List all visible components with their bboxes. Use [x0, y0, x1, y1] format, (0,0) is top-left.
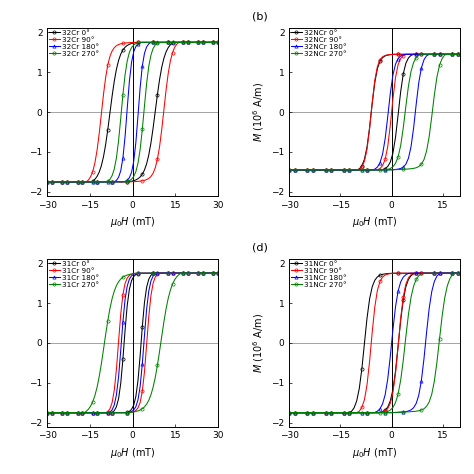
Legend: 31Cr 0°, 31Cr 90°, 31Cr 180°, 31Cr 270°: 31Cr 0°, 31Cr 90°, 31Cr 180°, 31Cr 270° [49, 261, 99, 288]
X-axis label: $\mu_0 H$ (mT): $\mu_0 H$ (mT) [110, 446, 155, 460]
Y-axis label: $M$ $(10^6$ A/m): $M$ $(10^6$ A/m) [251, 82, 266, 142]
Legend: 31NCr 0°, 31NCr 90°, 31NCr 180°, 31NCr 270°: 31NCr 0°, 31NCr 90°, 31NCr 180°, 31NCr 2… [291, 261, 346, 288]
Text: (b): (b) [252, 12, 268, 22]
Text: (d): (d) [252, 243, 268, 253]
Legend: 32Cr 0°, 32Cr 90°, 32Cr 180°, 32Cr 270°: 32Cr 0°, 32Cr 90°, 32Cr 180°, 32Cr 270° [49, 30, 99, 57]
X-axis label: $\mu_0 H$ (mT): $\mu_0 H$ (mT) [352, 446, 397, 460]
X-axis label: $\mu_0 H$ (mT): $\mu_0 H$ (mT) [110, 215, 155, 229]
Y-axis label: $M$ $(10^6$ A/m): $M$ $(10^6$ A/m) [251, 313, 266, 373]
X-axis label: $\mu_0 H$ (mT): $\mu_0 H$ (mT) [352, 215, 397, 229]
Legend: 32NCr 0°, 32NCr 90°, 32NCr 180°, 32NCr 270°: 32NCr 0°, 32NCr 90°, 32NCr 180°, 32NCr 2… [291, 30, 346, 57]
